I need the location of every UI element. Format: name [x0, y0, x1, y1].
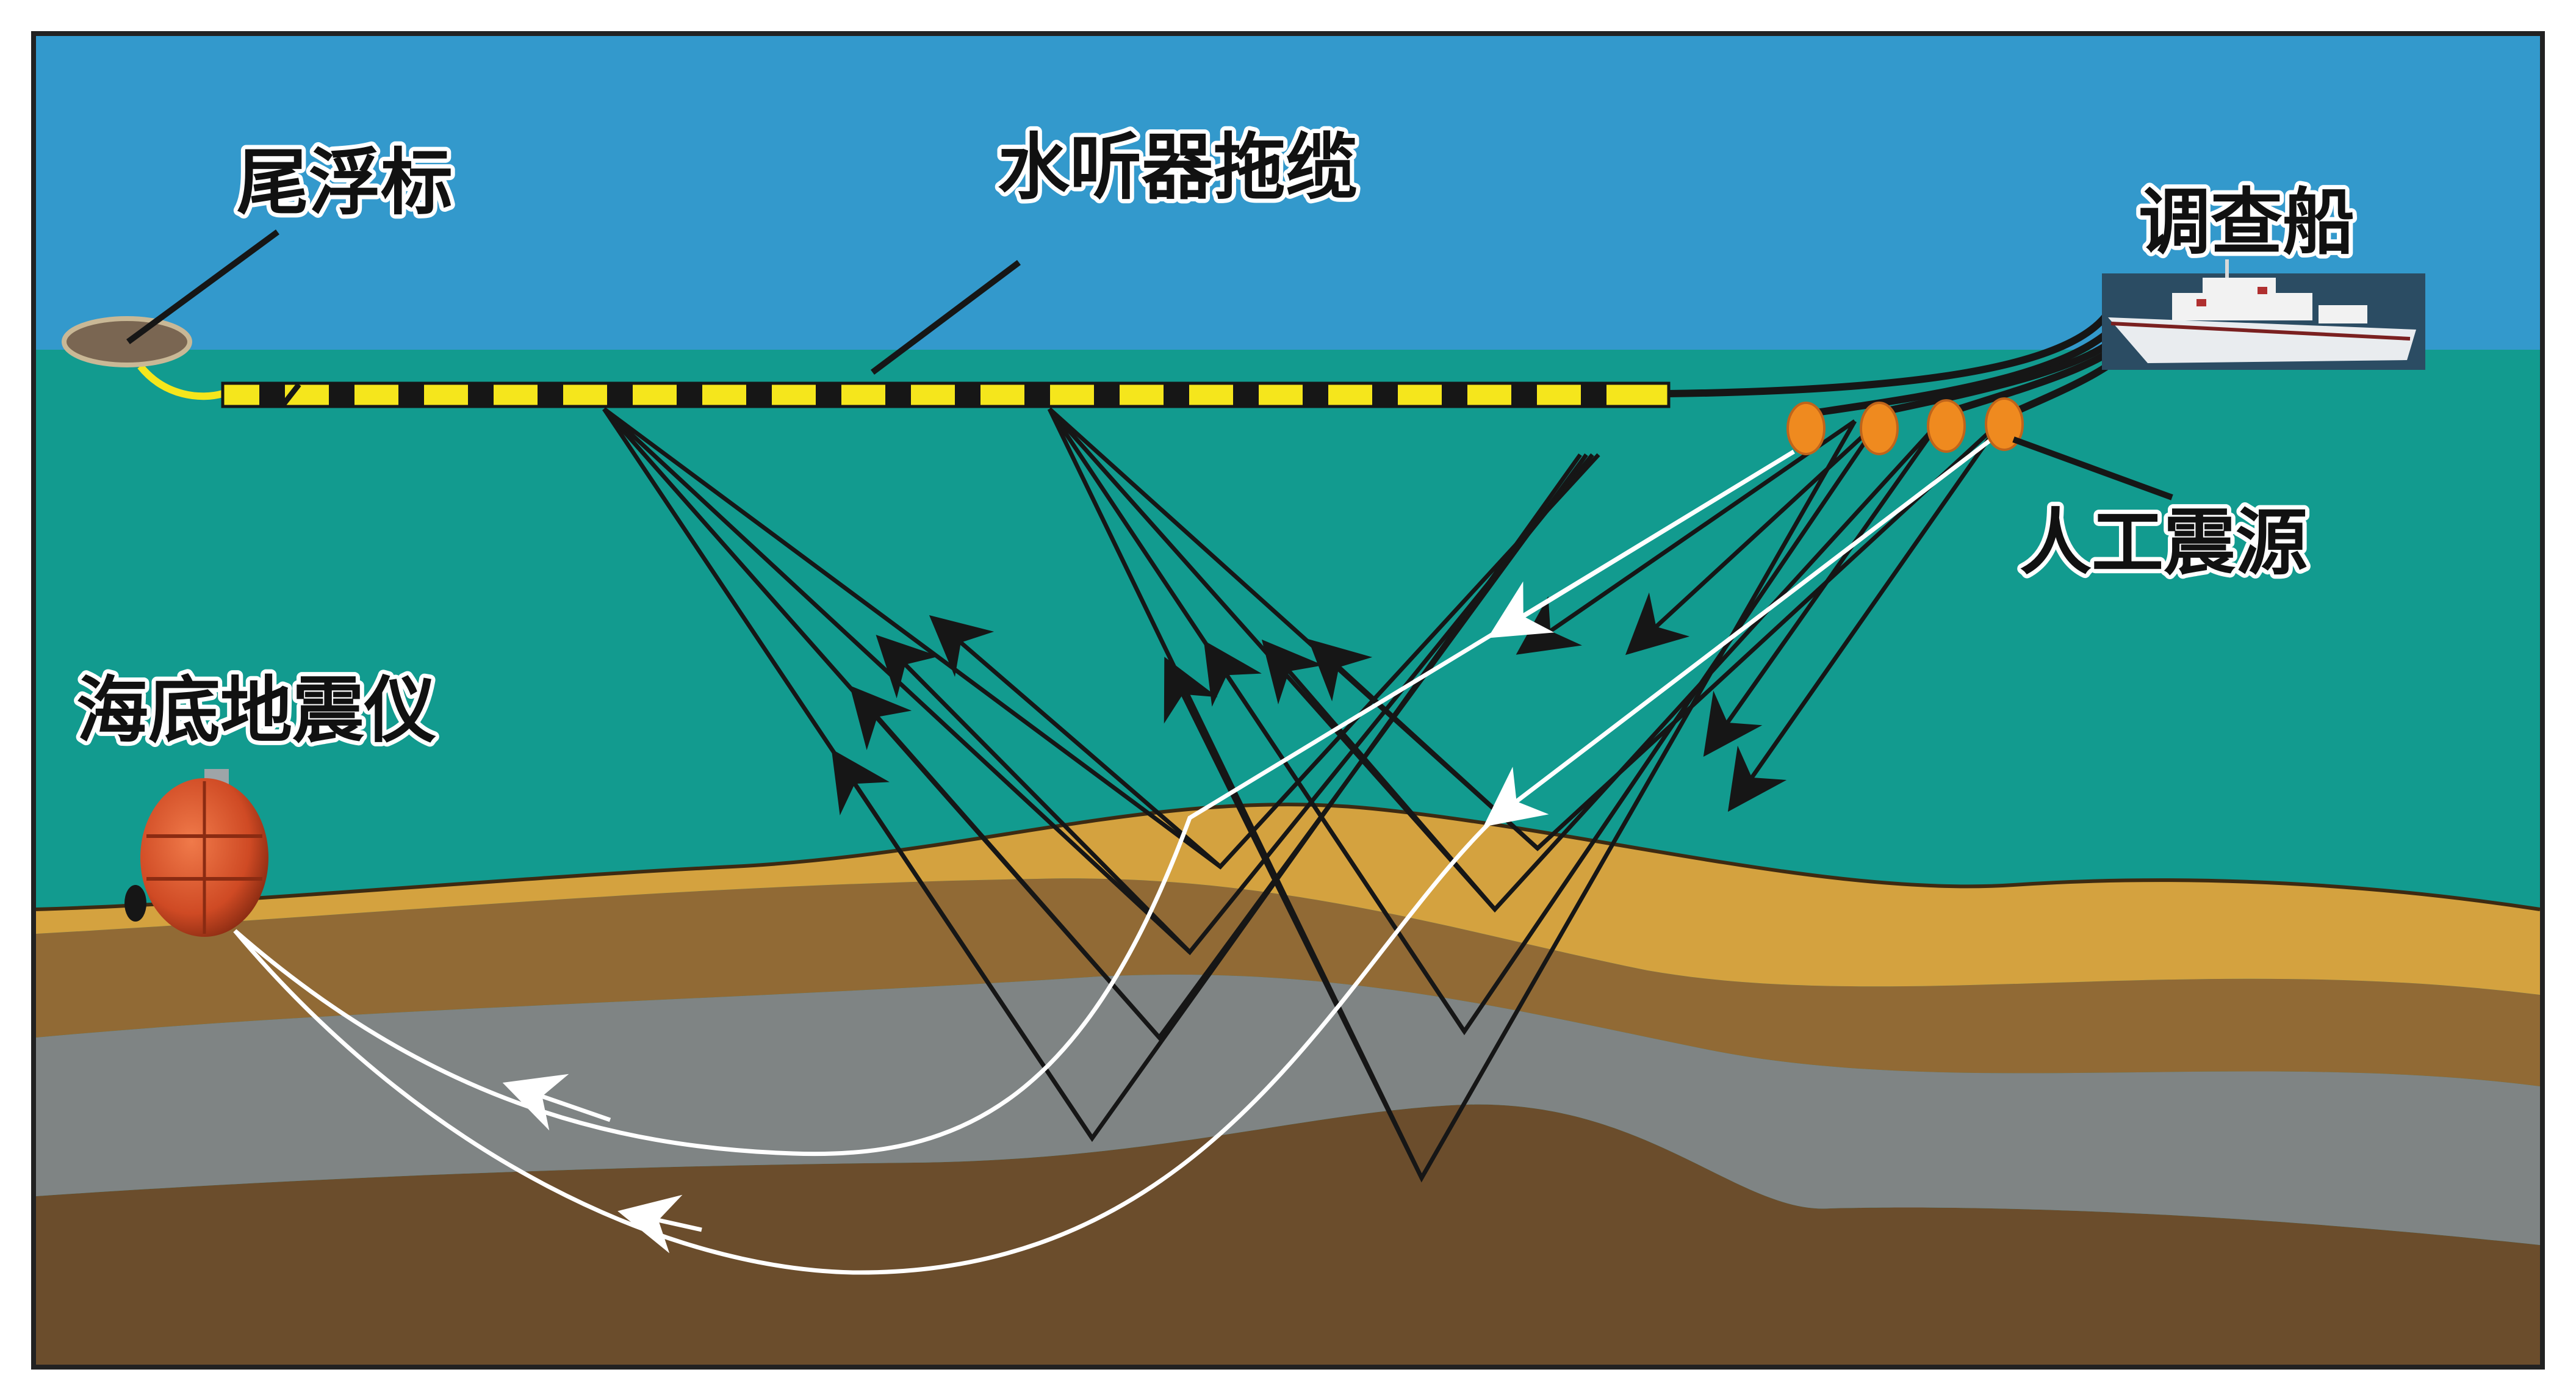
streamer-segment: [1442, 384, 1467, 405]
streamer-segment: [885, 384, 911, 405]
sediment-mid-layer: [36, 878, 2540, 1086]
streamer-segment: [1024, 384, 1050, 405]
streamer-segment: [816, 384, 841, 405]
label-artificial-source: 人工震源: [2020, 500, 2308, 585]
source-leader-line: [2012, 436, 2173, 500]
streamer-segment: [1372, 384, 1398, 405]
buoy-icon: [62, 316, 192, 367]
streamer-segment: [538, 384, 563, 405]
ship-icon: [2102, 259, 2425, 370]
streamer-segment: [1581, 384, 1606, 405]
streamer-segment: [955, 384, 980, 405]
streamer-segment: [1164, 384, 1189, 405]
streamer-segment: [1303, 384, 1328, 405]
streamer-segment: [329, 384, 354, 405]
refraction-rays-to-obs: [233, 425, 2009, 1275]
tail-buoy: [62, 229, 279, 400]
gray-layer: [36, 974, 2540, 1245]
streamer-segment: [1511, 384, 1537, 405]
label-hydrophone-streamer: 水听器拖缆: [998, 125, 1358, 209]
streamer-segment: [1233, 384, 1259, 405]
airgun-source-icon: [1786, 397, 2024, 455]
label-tail-buoy: 尾浮标: [237, 140, 453, 225]
basement-layer: [36, 1104, 2540, 1365]
sediment-top-layer: [36, 804, 2540, 995]
streamer-segment: [746, 384, 772, 405]
streamer-segment: [468, 384, 494, 405]
streamer-segment: [398, 384, 424, 405]
label-obs: 海底地震仪: [76, 668, 436, 753]
reflection-rays-group-2: [1047, 407, 2003, 1183]
seafloor-line: [35, 803, 2541, 911]
streamer-segment: [607, 384, 633, 405]
seismometer-icon: [124, 769, 268, 937]
reflection-rays-group-1: [602, 407, 1600, 1143]
streamer-segment: [1094, 384, 1120, 405]
hydrophone-streamer: [221, 260, 1671, 408]
label-survey-ship: 调查船: [2139, 180, 2355, 264]
streamer-segment: [677, 384, 702, 405]
